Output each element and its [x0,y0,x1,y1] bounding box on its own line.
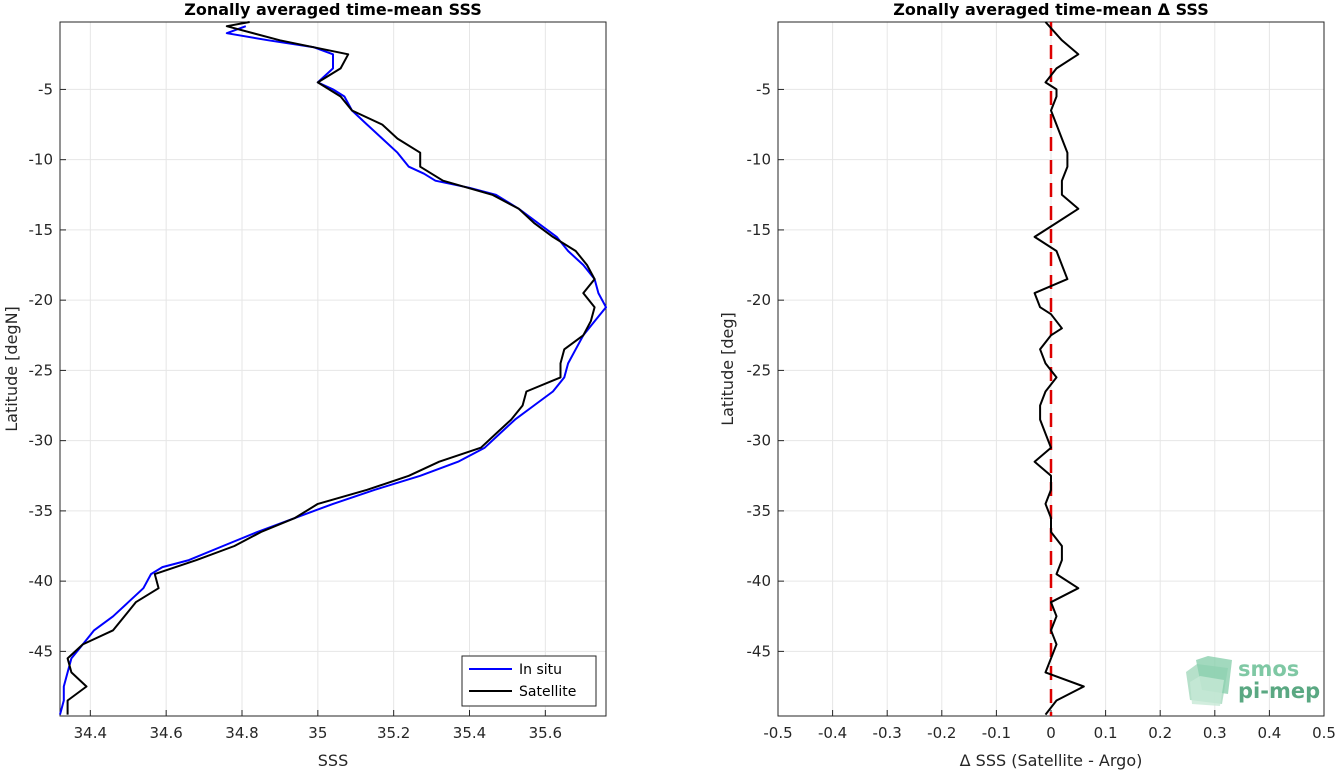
y-tick-label: -15 [747,221,772,239]
y-tick-label: -35 [747,502,772,520]
y-tick-label: -35 [29,502,54,520]
left-chart-title: Zonally averaged time-mean SSS [184,0,482,19]
logo-text-pi-mep: pi-mep [1238,679,1320,703]
x-tick-label: 34.4 [74,724,107,742]
series-line-in-situ [59,25,607,715]
y-tick-label: -10 [747,151,772,169]
logo-emblem [1186,656,1232,706]
right-series [1033,21,1085,716]
left-x-axis-label: SSS [318,751,348,770]
y-tick-label: -40 [29,572,54,590]
y-tick-label: -40 [747,572,772,590]
left-ticks: 34.4 34.6 34.8 35 35.2 35.4 35.6 -5 -10 -15 -20 -25… [29,80,563,742]
left-plot-frame [59,21,607,717]
x-tick-label: 0.3 [1203,724,1227,742]
left-y-axis-label: Latitude [degN] [2,306,21,432]
x-tick-label: -0.5 [763,724,792,742]
x-tick-label: 35 [308,724,327,742]
legend-box [461,655,597,707]
left-chart: 34.4 34.6 34.8 35 35.2 35.4 35.6 -5 -10 -15 -20 -25… [2,0,607,770]
y-tick-label: -25 [29,361,54,379]
legend-label-in-situ: In situ [519,662,562,678]
y-tick-label: -15 [29,221,54,239]
legend[interactable]: In situ Satellite [461,655,597,707]
series-line-0 [1033,21,1085,716]
y-tick-label: -25 [747,361,772,379]
legend-label-satellite: Satellite [519,684,576,700]
x-tick-label: 35.6 [529,724,562,742]
y-tick-label: -30 [29,432,54,450]
x-tick-label: 0.5 [1312,724,1336,742]
logo-text-smos: smos [1238,657,1299,681]
x-tick-label: 0.2 [1148,724,1172,742]
right-chart-title: Zonally averaged time-mean Δ SSS [893,0,1209,19]
x-tick-label: 0 [1046,724,1056,742]
x-tick-label: 0.1 [1094,724,1118,742]
y-tick-label: -5 [38,80,53,98]
x-tick-label: 34.6 [149,724,182,742]
x-tick-label: -0.2 [927,724,956,742]
series-line-satellite [66,21,596,715]
x-tick-label: 34.8 [225,724,258,742]
y-tick-label: -45 [747,642,772,660]
y-tick-label: -30 [747,432,772,450]
right-ticks: -0.5 -0.4 -0.3 -0.2 -0.1 0 0.1 0.2 0.3 0.4 0.5 -5 -1… [747,80,1336,742]
right-x-axis-label: Δ SSS (Satellite - Argo) [960,751,1143,770]
x-tick-label: -0.1 [982,724,1011,742]
left-series [59,21,607,715]
y-tick-label: -5 [756,80,771,98]
x-tick-label: -0.4 [818,724,847,742]
x-tick-label: 35.2 [377,724,410,742]
right-y-axis-label: Latitude [deg] [718,312,737,426]
y-tick-label: -45 [29,642,54,660]
y-tick-label: -10 [29,151,54,169]
smos-pi-mep-logo: smos pi-mep [1186,656,1320,706]
y-tick-label: -20 [29,291,54,309]
left-grid [60,22,606,716]
right-chart: -0.5 -0.4 -0.3 -0.2 -0.1 0 0.1 0.2 0.3 0.4 0.5 -5 -1… [718,0,1336,770]
x-tick-label: -0.3 [873,724,902,742]
y-tick-label: -20 [747,291,772,309]
x-tick-label: 0.4 [1257,724,1281,742]
x-tick-label: 35.4 [453,724,486,742]
